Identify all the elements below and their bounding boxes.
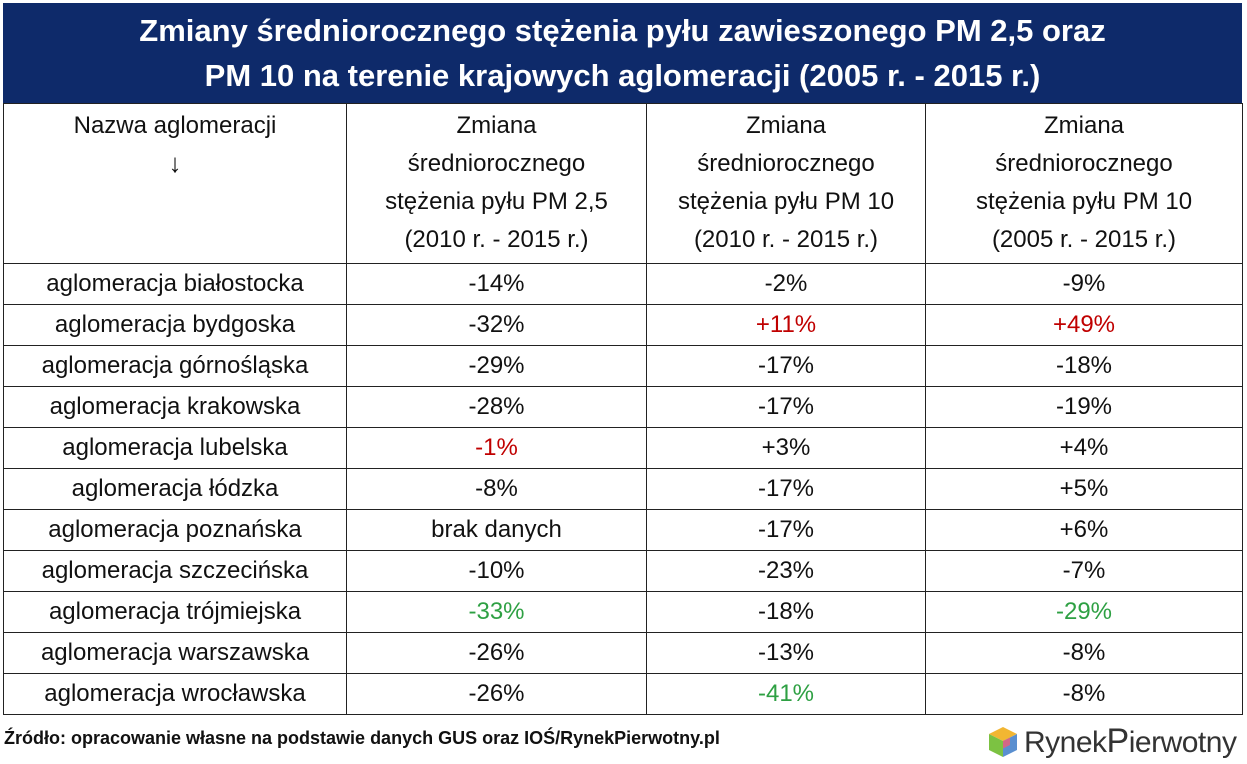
cell-pm25: -14% [346, 263, 647, 305]
cell-pm25: -8% [346, 468, 647, 510]
cell-pm10-2005: +5% [925, 468, 1243, 510]
table-row: aglomeracja górnośląska -29% -17% -18% [3, 345, 1243, 387]
header-pm10a-l1: Zmiana [745, 112, 827, 139]
table-row: aglomeracja bydgoska -32% +11% +49% [3, 304, 1243, 346]
row-name: aglomeracja krakowska [3, 386, 347, 428]
arrow-down-icon: ↓ [168, 148, 182, 178]
header-name-label: Nazwa aglomeracji [73, 112, 277, 139]
cell-pm25: brak danych [346, 509, 647, 551]
cell-pm10-2005: +49% [925, 304, 1243, 346]
header-pm25-l3: stężenia pyłu PM 2,5 [385, 188, 608, 215]
cell-pm25: -10% [346, 550, 647, 592]
row-name: aglomeracja łódzka [3, 468, 347, 510]
header-col-pm25: Zmiana średniorocznego stężenia pyłu PM … [346, 103, 647, 264]
header-pm25-l4: (2010 r. - 2015 r.) [404, 226, 589, 253]
row-name: aglomeracja górnośląska [3, 345, 347, 387]
header-pm25-l1: Zmiana [456, 112, 537, 139]
row-name: aglomeracja szczecińska [3, 550, 347, 592]
cell-pm10-2005: -9% [925, 263, 1243, 305]
cell-pm10-2010: -41% [646, 673, 926, 715]
cell-pm10-2010: -18% [646, 591, 926, 633]
row-name: aglomeracja bydgoska [3, 304, 347, 346]
logo-wordmark: RynekPierwotny [1024, 722, 1237, 760]
cell-pm10-2005: -18% [925, 345, 1243, 387]
header-col-pm10-2005: Zmiana średniorocznego stężenia pyłu PM … [925, 103, 1243, 264]
table-title: Zmiany średniorocznego stężenia pyłu zaw… [3, 3, 1242, 103]
table-row: aglomeracja szczecińska -10% -23% -7% [3, 550, 1243, 592]
table-row: aglomeracja poznańska brak danych -17% +… [3, 509, 1243, 551]
row-name: aglomeracja warszawska [3, 632, 347, 674]
header-pm25-l2: średniorocznego [407, 150, 586, 177]
cell-pm10-2005: -29% [925, 591, 1243, 633]
row-name: aglomeracja wrocławska [3, 673, 347, 715]
header-pm10a-l3: stężenia pyłu PM 10 [677, 188, 895, 215]
cell-pm10-2005: -7% [925, 550, 1243, 592]
cell-pm10-2010: +3% [646, 427, 926, 469]
row-name: aglomeracja białostocka [3, 263, 347, 305]
row-name: aglomeracja poznańska [3, 509, 347, 551]
cell-pm10-2010: -17% [646, 468, 926, 510]
cell-pm25: -28% [346, 386, 647, 428]
header-pm10b-l1: Zmiana [1043, 112, 1125, 139]
header-pm10a-l4: (2010 r. - 2015 r.) [693, 226, 879, 253]
cell-pm10-2010: -2% [646, 263, 926, 305]
header-col-pm10-2010: Zmiana średniorocznego stężenia pyłu PM … [646, 103, 926, 264]
table-row: aglomeracja białostocka -14% -2% -9% [3, 263, 1243, 305]
title-line-2: PM 10 na terenie krajowych aglomeracji (… [204, 58, 1041, 93]
cell-pm10-2005: +4% [925, 427, 1243, 469]
cell-pm10-2005: -8% [925, 632, 1243, 674]
cell-pm25: -33% [346, 591, 647, 633]
title-line-1: Zmiany średniorocznego stężenia pyłu zaw… [139, 13, 1106, 48]
cell-pm10-2010: -17% [646, 509, 926, 551]
cell-pm10-2010: -17% [646, 345, 926, 387]
cell-pm25: -26% [346, 673, 647, 715]
data-table: Nazwa aglomeracji ↓ Zmiana średnioroczne… [3, 103, 1243, 715]
header-pm10b-l2: średniorocznego [995, 150, 1173, 177]
header-pm10b-l3: stężenia pyłu PM 10 [975, 188, 1193, 215]
brand-logo: RynekPierwotny [986, 722, 1237, 761]
cell-pm10-2010: +11% [646, 304, 926, 346]
header-col-name: Nazwa aglomeracji ↓ [3, 103, 347, 264]
table-row: aglomeracja łódzka -8% -17% +5% [3, 468, 1243, 510]
cell-pm10-2010: -13% [646, 632, 926, 674]
cell-pm25: -1% [346, 427, 647, 469]
source-note: Źródło: opracowanie własne na podstawie … [4, 728, 720, 748]
table-row: aglomeracja wrocławska -26% -41% -8% [3, 673, 1243, 715]
table-row: aglomeracja krakowska -28% -17% -19% [3, 386, 1243, 428]
header-row: Nazwa aglomeracji ↓ Zmiana średnioroczne… [3, 103, 1243, 264]
cell-pm10-2010: -23% [646, 550, 926, 592]
cell-pm10-2005: -8% [925, 673, 1243, 715]
row-name: aglomeracja lubelska [3, 427, 347, 469]
table-row: aglomeracja warszawska -26% -13% -8% [3, 632, 1243, 674]
cell-pm25: -26% [346, 632, 647, 674]
cell-pm25: -29% [346, 345, 647, 387]
cell-pm25: -32% [346, 304, 647, 346]
cell-pm10-2010: -17% [646, 386, 926, 428]
table-row: aglomeracja lubelska -1% +3% +4% [3, 427, 1243, 469]
header-pm10a-l2: średniorocznego [697, 150, 875, 177]
cube-logo-icon [989, 726, 1017, 757]
header-pm10b-l4: (2005 r. - 2015 r.) [991, 226, 1177, 253]
cell-pm10-2005: +6% [925, 509, 1243, 551]
table-row: aglomeracja trójmiejska -33% -18% -29% [3, 591, 1243, 633]
cell-pm10-2005: -19% [925, 386, 1243, 428]
row-name: aglomeracja trójmiejska [3, 591, 347, 633]
